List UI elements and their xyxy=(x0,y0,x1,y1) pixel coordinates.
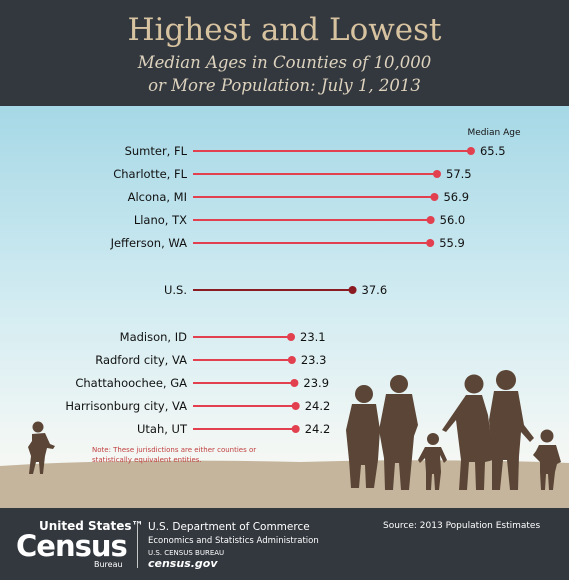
category-label: Madison, ID xyxy=(120,330,187,344)
mother-silhouette xyxy=(442,374,494,490)
footer: United States™ Census Bureau U.S. Depart… xyxy=(0,508,569,580)
bar-end-dot xyxy=(426,216,435,224)
bar-end-dot xyxy=(348,286,357,294)
value-axis-label: Median Age xyxy=(467,128,520,138)
bar-end-dot xyxy=(287,333,296,341)
value-label: 55.9 xyxy=(439,236,465,250)
category-label: Radford city, VA xyxy=(95,353,187,367)
category-label: U.S. xyxy=(164,283,187,297)
value-label: 23.1 xyxy=(300,330,326,344)
category-label: Charlotte, FL xyxy=(113,167,187,181)
value-label: 23.9 xyxy=(303,376,329,390)
page-title: Highest and Lowest xyxy=(127,12,442,48)
category-label: Llano, TX xyxy=(134,213,187,227)
bureau-name: U.S. CENSUS BUREAU xyxy=(148,549,225,557)
logo-census: Census xyxy=(16,529,128,563)
bar-end-dot xyxy=(426,239,435,247)
father-silhouette xyxy=(489,370,534,490)
bar-end-dot xyxy=(433,170,441,178)
category-label: Utah, UT xyxy=(137,422,188,436)
category-label: Chattahoochee, GA xyxy=(75,376,187,390)
source-note: Source: 2013 Population Estimates xyxy=(383,521,541,531)
department-name: U.S. Department of Commerce xyxy=(148,521,310,533)
value-label: 56.0 xyxy=(440,213,466,227)
subtitle-line-2: or More Population: July 1, 2013 xyxy=(148,76,421,95)
category-label: Alcona, MI xyxy=(128,190,187,204)
child-silhouette-center xyxy=(418,433,447,490)
bar-end-dot xyxy=(430,193,439,201)
value-label: 65.5 xyxy=(480,144,506,158)
bar-end-dot xyxy=(291,402,300,410)
bar-end-dot xyxy=(291,425,300,433)
footer-divider xyxy=(137,522,138,568)
grandfather-silhouette xyxy=(379,375,418,490)
bar-end-dot xyxy=(287,356,296,364)
value-label: 24.2 xyxy=(305,422,331,436)
family-silhouettes xyxy=(28,370,561,490)
value-label: 24.2 xyxy=(305,399,331,413)
category-label: Jefferson, WA xyxy=(110,236,188,250)
category-label: Sumter, FL xyxy=(125,144,188,158)
logo-united-states: United States™ xyxy=(39,519,144,533)
child-silhouette-right xyxy=(533,429,561,490)
value-label: 37.6 xyxy=(362,283,388,297)
header: Highest and Lowest Median Ages in Counti… xyxy=(0,0,569,106)
value-label: 23.3 xyxy=(301,353,327,367)
category-label: Harrisonburg city, VA xyxy=(65,399,187,413)
child-silhouette-left xyxy=(28,421,55,474)
bar-end-dot xyxy=(466,147,475,155)
chart-note: Note: These jurisdictions are either cou… xyxy=(92,446,257,464)
bar-end-dot xyxy=(290,379,299,387)
bars: Sumter, FL 65.5 Charlotte, FL 57.5 Alcona, M… xyxy=(65,144,505,436)
administration-name: Economics and Statistics Administration xyxy=(148,536,319,546)
logo-bureau: Bureau xyxy=(94,560,123,569)
subtitle-line-1: Median Ages in Counties of 10,000 xyxy=(137,53,432,72)
grandmother-silhouette xyxy=(346,385,380,488)
website-link[interactable]: census.gov xyxy=(148,557,218,570)
value-label: 56.9 xyxy=(443,190,469,204)
value-label: 57.5 xyxy=(446,167,472,181)
ground-and-silhouettes xyxy=(0,370,569,508)
